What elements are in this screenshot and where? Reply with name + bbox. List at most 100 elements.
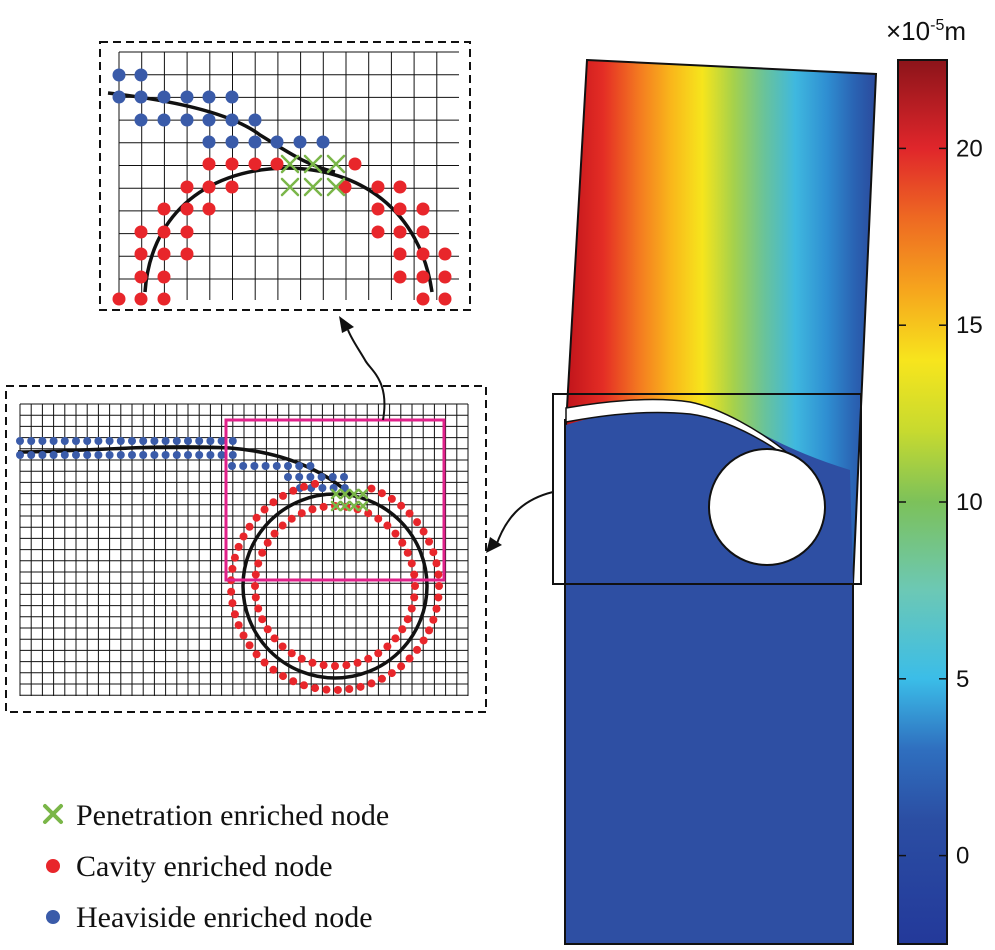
- enriched-node: [383, 642, 392, 651]
- enriched-node: [410, 570, 419, 579]
- enriched-node: [112, 68, 126, 82]
- enriched-node: [134, 90, 148, 104]
- enriched-node: [94, 451, 103, 459]
- enriched-node: [429, 548, 438, 557]
- enriched-node: [403, 615, 412, 624]
- enriched-node: [383, 521, 392, 530]
- enriched-node: [393, 180, 407, 194]
- enriched-node: [279, 491, 287, 500]
- enriched-node: [432, 604, 441, 613]
- enriched-node: [248, 113, 262, 127]
- enriched-node: [308, 505, 317, 514]
- enriched-node: [416, 270, 430, 284]
- penetration-node: [339, 488, 351, 500]
- enriched-node: [269, 498, 278, 507]
- arrow-head-zoom-panel: [339, 316, 354, 333]
- enriched-node: [364, 654, 373, 663]
- enriched-node: [172, 451, 181, 459]
- enriched-node: [297, 654, 306, 663]
- enriched-node: [270, 135, 284, 149]
- enriched-node: [269, 665, 278, 674]
- penetration-node: [357, 500, 369, 512]
- penetration-node: [280, 177, 300, 197]
- enriched-node: [317, 473, 326, 481]
- colorbar-unit-exponent: -5: [930, 17, 944, 34]
- penetration-node: [303, 154, 323, 174]
- enriched-node: [438, 247, 452, 261]
- enriched-node: [411, 582, 419, 590]
- enriched-node: [251, 582, 259, 590]
- colorbar-tick-label: 10: [956, 489, 983, 516]
- specimen: [552, 58, 878, 945]
- penetration-node: [357, 488, 369, 500]
- cavity-hole: [708, 448, 826, 566]
- colorbar-unit-suffix: m: [944, 16, 966, 46]
- enriched-node: [184, 437, 192, 445]
- colorbar-unit: ×10-5m: [886, 16, 966, 46]
- enriched-node: [413, 518, 422, 527]
- enriched-node: [387, 494, 396, 503]
- enriched-node: [225, 90, 239, 104]
- enriched-node: [258, 615, 267, 624]
- enriched-node: [371, 202, 385, 216]
- enriched-node: [150, 437, 159, 445]
- enriched-node: [270, 634, 279, 643]
- enriched-node: [371, 180, 385, 194]
- penetration-node: [303, 177, 323, 197]
- enriched-node: [419, 636, 428, 645]
- enriched-node: [413, 645, 422, 654]
- enriched-node: [356, 682, 365, 691]
- enriched-node: [157, 225, 171, 239]
- enriched-node: [225, 135, 239, 149]
- enriched-node: [38, 451, 47, 459]
- legend-item-cavity: Cavity enriched node: [46, 850, 333, 883]
- enriched-node: [364, 509, 373, 518]
- mesh-panel-frame: [5, 385, 487, 713]
- enriched-node: [228, 451, 237, 459]
- enriched-node: [393, 270, 407, 284]
- enriched-node: [263, 538, 272, 547]
- enriched-node: [279, 672, 287, 681]
- enriched-node: [429, 615, 438, 624]
- enriched-node: [161, 437, 170, 445]
- enriched-node: [367, 679, 376, 688]
- enriched-node: [116, 451, 125, 459]
- enriched-node: [254, 559, 263, 568]
- enriched-node: [391, 529, 400, 538]
- enriched-node: [230, 553, 239, 562]
- enriched-node: [228, 462, 236, 470]
- enriched-node: [230, 610, 239, 619]
- colorbar-ticks: 20 15 10 5 0: [898, 135, 983, 870]
- enriched-node: [139, 437, 148, 445]
- enriched-node: [252, 513, 261, 522]
- legend-label-cavity: Cavity enriched node: [76, 850, 333, 883]
- enriched-node: [180, 247, 194, 261]
- enriched-node: [284, 473, 292, 481]
- legend-label-penetration: Penetration enriched node: [76, 799, 389, 832]
- enriched-node: [261, 462, 270, 470]
- enriched-node: [202, 113, 216, 127]
- enriched-node: [331, 662, 339, 670]
- enriched-node: [228, 564, 237, 573]
- enriched-node: [134, 113, 148, 127]
- enriched-node: [338, 180, 352, 194]
- enriched-node: [128, 437, 136, 445]
- enriched-node: [425, 537, 434, 546]
- enriched-node: [438, 270, 452, 284]
- enriched-node: [49, 437, 58, 445]
- penetration-node: [326, 154, 346, 174]
- enriched-node: [202, 135, 216, 149]
- enriched-node: [393, 202, 407, 216]
- zoom-frame-specimen: [552, 393, 862, 585]
- enriched-node: [297, 509, 306, 518]
- enriched-node: [374, 514, 383, 523]
- enriched-node: [234, 621, 243, 630]
- enriched-node: [180, 113, 194, 127]
- enriched-node: [250, 462, 259, 470]
- enriched-node: [398, 625, 407, 634]
- enriched-node: [251, 570, 260, 579]
- enriched-node: [180, 202, 194, 216]
- enriched-node: [202, 157, 216, 171]
- enriched-node: [134, 270, 148, 284]
- enriched-nodes-left: [16, 437, 443, 694]
